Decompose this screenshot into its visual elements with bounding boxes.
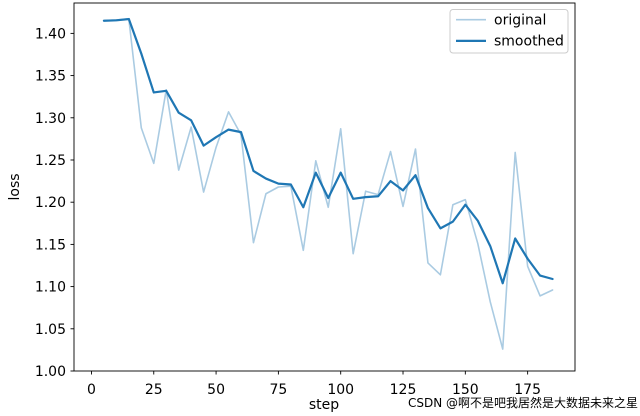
y-tick-label: 1.20 — [35, 195, 66, 211]
plot-area-border — [73, 2, 576, 372]
legend-label-original: original — [494, 13, 546, 29]
y-tick-label: 1.15 — [35, 237, 66, 253]
x-tick-label: 0 — [87, 382, 96, 398]
x-tick-label: 50 — [207, 382, 225, 398]
watermark: CSDN @啊不是吧我居然是大数据未来之星 — [408, 395, 638, 410]
x-tick-label: 25 — [145, 382, 163, 398]
data-series — [102, 17, 554, 350]
y-axis-label: loss — [7, 173, 23, 200]
original-line — [103, 18, 554, 350]
axis-ticks: 0 25 50 75 100 125 150 175 1.00 1.05 1.10 1.15 1.20 1… — [35, 26, 541, 398]
x-axis-label: step — [309, 397, 339, 413]
smoothed-line — [102, 17, 554, 285]
y-tick-label: 1.10 — [35, 280, 66, 296]
y-tick-label: 1.00 — [35, 364, 66, 380]
x-tick-label: 100 — [327, 382, 354, 398]
y-tick-label: 1.25 — [35, 153, 66, 169]
y-tick-label: 1.30 — [35, 111, 66, 127]
x-tick-label: 150 — [452, 382, 479, 398]
y-tick-label: 1.40 — [35, 26, 66, 42]
y-tick-label: 1.35 — [35, 69, 66, 85]
x-tick-label: 75 — [269, 382, 287, 398]
x-tick-label: 175 — [514, 382, 541, 398]
y-tick-label: 1.05 — [35, 322, 66, 338]
legend: original smoothed — [449, 9, 569, 54]
x-tick-label: 125 — [390, 382, 417, 398]
legend-label-smoothed: smoothed — [494, 34, 564, 50]
